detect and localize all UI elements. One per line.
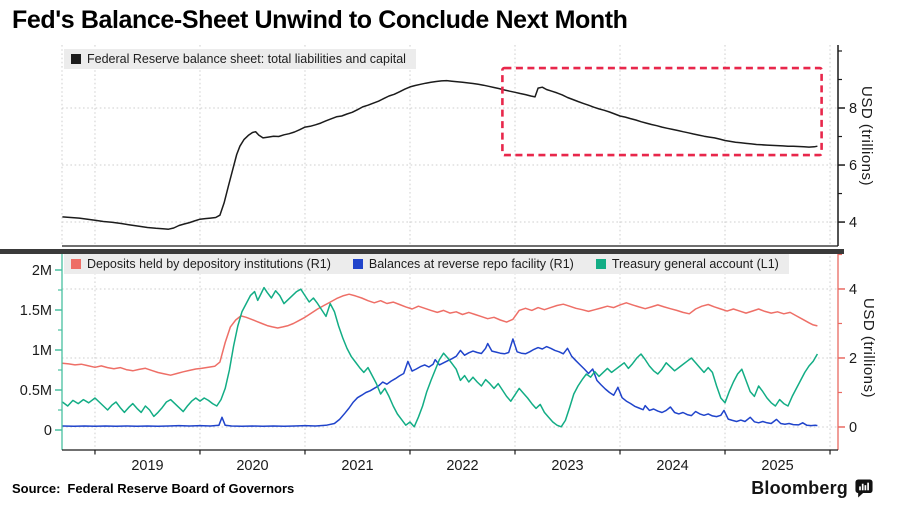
x-axis-year-label: 2019 <box>131 458 163 474</box>
legend-item: Federal Reserve balance sheet: total lia… <box>71 52 406 66</box>
highlight-box <box>501 66 823 157</box>
legend-label: Treasury general account (L1) <box>611 257 779 271</box>
legend-swatch-icon <box>595 259 606 269</box>
legend-label: Balances at reverse repo facility (R1) <box>368 257 574 271</box>
bottom-left-axis-tick-label: 0 <box>44 423 52 439</box>
bloomberg-terminal-icon <box>855 479 873 498</box>
bottom-left-axis-tick-label: 1M <box>32 343 52 359</box>
legend-item: Treasury general account (L1) <box>595 257 779 271</box>
rrp-series-line <box>62 338 818 428</box>
bottom-left-axis-tick-label: 1.5M <box>20 303 52 319</box>
top-right-axis-tick-label: 8 <box>849 101 857 117</box>
top-right-axis-tick-label: 6 <box>849 158 857 174</box>
x-axis-year-label: 2025 <box>761 458 793 474</box>
x-axis-year-label: 2023 <box>551 458 583 474</box>
top-right-axis-title: USD (trillions) <box>858 86 875 187</box>
chart-title: Fed's Balance-Sheet Unwind to Conclude N… <box>12 6 628 34</box>
x-axis-year-label: 2021 <box>341 458 373 474</box>
x-axis-year-label: 2022 <box>446 458 478 474</box>
top-right-axis-tick-label: 4 <box>849 215 857 231</box>
legend-label: Federal Reserve balance sheet: total lia… <box>87 52 406 66</box>
x-axis-year-label: 2024 <box>656 458 688 474</box>
bloomberg-wordmark: Bloomberg <box>751 478 848 498</box>
x-axis-year-label: 2020 <box>236 458 268 474</box>
bottom-right-axis-title: USD (trillions) <box>860 298 877 399</box>
source-label: Source: <box>12 481 61 496</box>
top-panel-legend: Federal Reserve balance sheet: total lia… <box>64 49 416 69</box>
legend-swatch-icon <box>71 54 81 64</box>
legend-label: Deposits held by depository institutions… <box>87 257 331 271</box>
legend-item: Balances at reverse repo facility (R1) <box>352 257 574 271</box>
bottom-left-axis-tick-label: 0.5M <box>20 383 52 399</box>
deposits-series-line <box>62 293 818 376</box>
bloomberg-logo: Bloomberg <box>751 478 873 499</box>
legend-item: Deposits held by depository institutions… <box>71 257 331 271</box>
bottom-left-axis-tick-label: 2M <box>32 263 52 279</box>
source-text: Federal Reserve Board of Governors <box>67 481 295 496</box>
legend-swatch-icon <box>71 259 81 269</box>
bottom-right-axis-tick-label: 4 <box>849 282 857 298</box>
bottom-right-axis-tick-label: 0 <box>849 420 857 436</box>
balance-sheet-series-line <box>62 79 818 230</box>
tga-series-line <box>61 286 819 428</box>
bottom-panel-legend: Deposits held by depository institutions… <box>64 254 789 274</box>
bottom-right-axis-tick-label: 2 <box>849 351 857 367</box>
panel-separator <box>0 249 844 254</box>
source-line: Source: Federal Reserve Board of Governo… <box>12 481 294 496</box>
legend-swatch-icon <box>352 259 363 269</box>
